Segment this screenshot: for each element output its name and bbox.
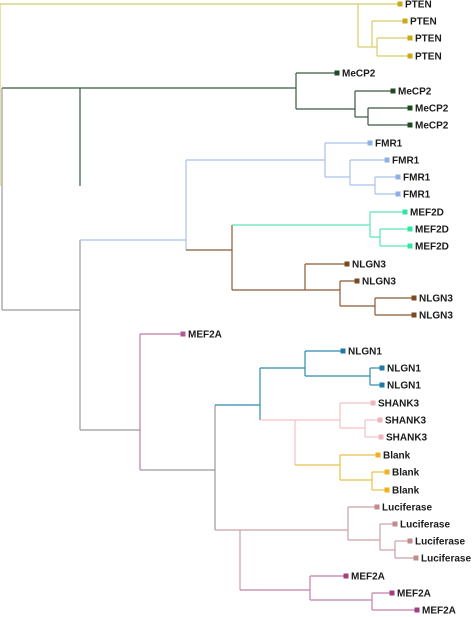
- tip-marker: [414, 607, 420, 613]
- tip-marker: [344, 261, 350, 267]
- tip-marker: [407, 226, 413, 232]
- tip-marker: [389, 590, 395, 596]
- tip-label: PTEN: [415, 34, 442, 45]
- tip-marker: [379, 382, 385, 388]
- tip-label: MeCP2: [415, 121, 449, 132]
- tip-label: Luciferase: [400, 520, 450, 531]
- tip-marker: [390, 88, 396, 94]
- tip-label: NLGN3: [352, 260, 386, 271]
- tip-label: MeCP2: [398, 87, 432, 98]
- tip-label: MEF2A: [351, 572, 385, 583]
- tip-marker: [411, 295, 417, 301]
- tip-label: SHANK3: [385, 416, 427, 427]
- tip-label: FMR1: [403, 173, 431, 184]
- tip-marker: [377, 417, 383, 423]
- tip-marker: [340, 348, 346, 354]
- tip-marker: [180, 331, 186, 337]
- tip-marker: [395, 174, 401, 180]
- tree-tips: PTEN PTEN PTEN PTEN MeCP2 MeCP2 MeCP2 MeCP2 FMR1…: [180, 0, 471, 617]
- tip-marker: [384, 487, 390, 493]
- tip-label: Blank: [392, 486, 420, 497]
- tip-marker: [384, 469, 390, 475]
- tip-label: MEF2D: [410, 208, 444, 219]
- tip-marker: [407, 53, 413, 59]
- tip-marker: [407, 243, 413, 249]
- tip-marker: [407, 105, 413, 111]
- tip-label: NLGN3: [419, 311, 453, 322]
- tip-label: FMR1: [403, 190, 431, 201]
- tree-branches: [0, 3, 417, 611]
- tip-marker: [334, 70, 340, 76]
- tip-label: NLGN1: [348, 347, 382, 358]
- tip-label: NLGN1: [387, 364, 421, 375]
- tip-label: SHANK3: [378, 399, 420, 410]
- tip-label: PTEN: [410, 17, 437, 28]
- tip-marker: [402, 18, 408, 24]
- tip-marker: [407, 538, 413, 544]
- tip-label: FMR1: [392, 156, 420, 167]
- tip-label: SHANK3: [386, 433, 428, 444]
- tip-marker: [392, 521, 398, 527]
- tip-label: Blank: [383, 451, 411, 462]
- tip-marker: [379, 365, 385, 371]
- tip-marker: [411, 312, 417, 318]
- tip-label: Blank: [392, 468, 420, 479]
- tip-label: PTEN: [415, 52, 442, 63]
- tip-label: Luciferase: [415, 537, 465, 548]
- tip-label: MEF2A: [397, 589, 431, 600]
- tip-marker: [402, 209, 408, 215]
- tip-marker: [395, 191, 401, 197]
- tip-label: MEF2D: [415, 242, 449, 253]
- tip-marker: [384, 157, 390, 163]
- tip-label: MEF2D: [415, 225, 449, 236]
- tip-marker: [343, 573, 349, 579]
- tip-marker: [407, 122, 413, 128]
- tip-marker: [374, 504, 380, 510]
- tip-label: PTEN: [405, 0, 432, 11]
- tip-label: MEF2A: [422, 606, 456, 617]
- tip-marker: [367, 140, 373, 146]
- tip-marker: [407, 35, 413, 41]
- tip-label: NLGN3: [419, 294, 453, 305]
- tip-marker: [413, 555, 419, 561]
- tip-label: MeCP2: [415, 104, 449, 115]
- tip-marker: [370, 400, 376, 406]
- tip-label: NLGN1: [387, 381, 421, 392]
- tip-marker: [375, 452, 381, 458]
- tip-marker: [397, 1, 403, 7]
- tip-label: Luciferase: [421, 554, 471, 565]
- tip-label: MEF2A: [188, 330, 222, 341]
- tip-marker: [354, 278, 360, 284]
- tip-marker: [378, 434, 384, 440]
- tip-label: NLGN3: [362, 277, 396, 288]
- tip-label: MeCP2: [342, 69, 376, 80]
- tip-label: Luciferase: [382, 503, 432, 514]
- tip-label: FMR1: [375, 139, 403, 150]
